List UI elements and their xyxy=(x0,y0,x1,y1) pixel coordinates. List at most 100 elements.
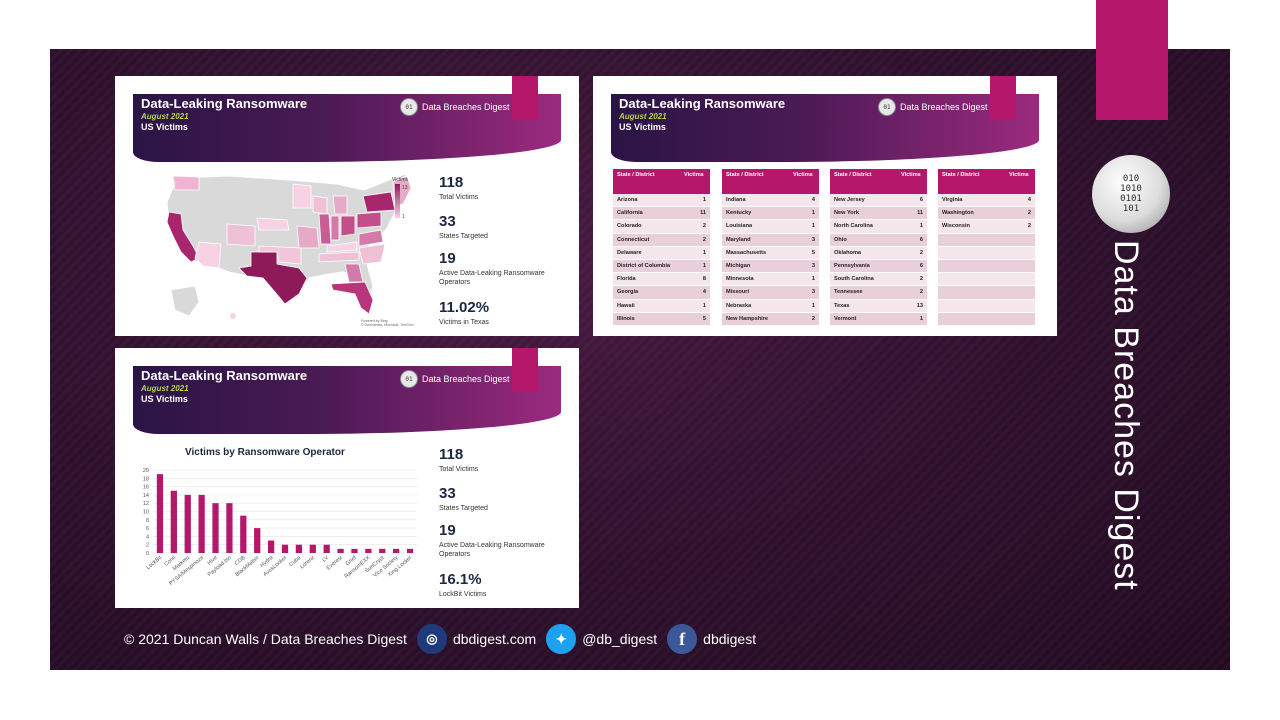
chart-bar xyxy=(156,474,164,553)
column-header-state: State / District xyxy=(830,169,897,194)
y-tick-label: 6 xyxy=(146,526,149,532)
slide-logo-text: Data Breaches Digest xyxy=(422,374,510,384)
slide-accent-tab xyxy=(512,76,538,120)
table-row: Missouri 3 xyxy=(722,285,819,300)
victim-count xyxy=(1005,272,1035,287)
slide-title: Data-Leaking Ransomware xyxy=(141,368,308,383)
globe-icon[interactable]: ◎ xyxy=(416,624,447,654)
slide-date: August 2021 xyxy=(619,112,667,121)
twitter-icon[interactable]: ✦ xyxy=(546,624,577,654)
slide-header xyxy=(133,366,561,434)
slide-subtitle: US Victims xyxy=(619,122,666,132)
state-name: Indiana xyxy=(722,194,789,208)
slide-logo: 01 Data Breaches Digest xyxy=(400,370,510,388)
state-name: Georgia xyxy=(613,285,680,300)
chart-bar xyxy=(226,503,233,553)
victim-count: 6 xyxy=(897,194,927,208)
footer-website-link[interactable]: dbdigest.com xyxy=(452,631,537,647)
state-name: Oklahoma xyxy=(830,246,897,260)
victim-count: 6 xyxy=(897,259,927,274)
victim-count: 2 xyxy=(897,285,927,300)
stat-value: 118 xyxy=(439,174,464,191)
state-name: Michigan xyxy=(722,259,789,274)
victim-count: 1 xyxy=(680,299,710,313)
chart-bar xyxy=(365,548,372,553)
victim-count: 1 xyxy=(897,219,927,234)
column-header-victims: Victims xyxy=(1005,169,1035,194)
victim-count: 3 xyxy=(789,285,819,300)
slide-accent-tab xyxy=(990,76,1016,120)
stat-value: 16.1% xyxy=(439,571,482,588)
state-name: Louisiana xyxy=(722,219,789,234)
stat-value: 118 xyxy=(439,446,464,463)
victim-count: 5 xyxy=(680,312,710,326)
state-table: State / District Victims Arizona 1 Californi… xyxy=(613,169,710,326)
column-header-state: State / District xyxy=(938,169,1005,194)
slide-header xyxy=(133,94,561,162)
map-state-florida xyxy=(330,281,374,315)
map-state-illinois xyxy=(318,213,332,245)
map-state-alaska xyxy=(170,285,200,317)
chart-bar xyxy=(240,515,247,553)
table-row: North Carolina 1 xyxy=(830,219,927,234)
table-row: District of Columbia 1 xyxy=(613,259,710,274)
chart-bar xyxy=(198,494,205,553)
map-state-minnesota xyxy=(292,183,312,209)
chart-bar xyxy=(281,544,289,553)
victim-count: 4 xyxy=(680,285,710,300)
table-row: Washington 2 xyxy=(938,206,1035,221)
footer-twitter-link[interactable]: @db_digest xyxy=(582,631,658,647)
table-slide[interactable]: Data-Leaking Ransomware August 2021 US V… xyxy=(593,76,1057,336)
state-name: Texas xyxy=(830,299,897,313)
victim-count xyxy=(1005,285,1035,300)
victim-count: 11 xyxy=(897,206,927,221)
slide-subtitle: US Victims xyxy=(141,394,188,404)
victim-count: 5 xyxy=(789,246,819,260)
x-tick-label: LV xyxy=(321,555,330,564)
footer-copyright: © 2021 Duncan Walls / Data Breaches Dige… xyxy=(124,631,407,647)
table-row xyxy=(938,272,1035,287)
table-row xyxy=(938,233,1035,247)
table-row: Tennessee 2 xyxy=(830,285,927,300)
state-name: District of Columbia xyxy=(613,259,680,274)
facebook-icon[interactable]: f xyxy=(667,624,698,654)
victim-count: 2 xyxy=(1005,219,1035,234)
slide-header xyxy=(611,94,1039,162)
stat-value: 19 xyxy=(439,522,456,539)
stat-states-targeted: 33 States Targeted xyxy=(439,214,549,241)
state-name: South Carolina xyxy=(830,272,897,287)
globe-icon: 01 xyxy=(400,370,418,388)
stat-texas-share: 11.02% Victims in Texas xyxy=(439,300,549,327)
victim-count: 3 xyxy=(789,233,819,247)
victim-count: 6 xyxy=(897,233,927,247)
stat-total-victims: 118 Total Victims xyxy=(439,175,549,202)
map-slide[interactable]: Data-Leaking Ransomware August 2021 US V… xyxy=(115,76,579,336)
y-tick-label: 2 xyxy=(146,543,149,549)
map-state-pennsylvania xyxy=(356,211,382,229)
table-row: Florida 8 xyxy=(613,272,710,287)
footer-facebook-link[interactable]: dbdigest xyxy=(703,631,757,647)
table-row: Maryland 3 xyxy=(722,233,819,247)
state-name: Tennessee xyxy=(830,285,897,300)
slide-logo: 01 Data Breaches Digest xyxy=(878,98,988,116)
state-name xyxy=(938,233,1005,247)
map-state-carolinas xyxy=(358,243,386,265)
map-state-indiana xyxy=(330,215,340,241)
chart-slide[interactable]: Data-Leaking Ransomware August 2021 US V… xyxy=(115,348,579,608)
table-row: Louisiana 1 xyxy=(722,219,819,234)
stat-value: 33 xyxy=(439,485,456,502)
victim-count: 3 xyxy=(789,259,819,274)
column-header-state: State / District xyxy=(613,169,680,194)
map-state-virginia xyxy=(358,229,384,247)
table-row: South Carolina 2 xyxy=(830,272,927,287)
footer: © 2021 Duncan Walls / Data Breaches Dige… xyxy=(124,623,756,655)
globe-icon: 01 xyxy=(400,98,418,116)
state-name: Nebraska xyxy=(722,299,789,313)
victim-count: 8 xyxy=(680,272,710,287)
table-row: California 11 xyxy=(613,206,710,221)
chart-bar xyxy=(351,548,358,553)
stat-total-victims: 118 Total Victims xyxy=(439,447,549,474)
victim-count xyxy=(1005,246,1035,260)
stat-label: Victims in Texas xyxy=(439,319,489,326)
